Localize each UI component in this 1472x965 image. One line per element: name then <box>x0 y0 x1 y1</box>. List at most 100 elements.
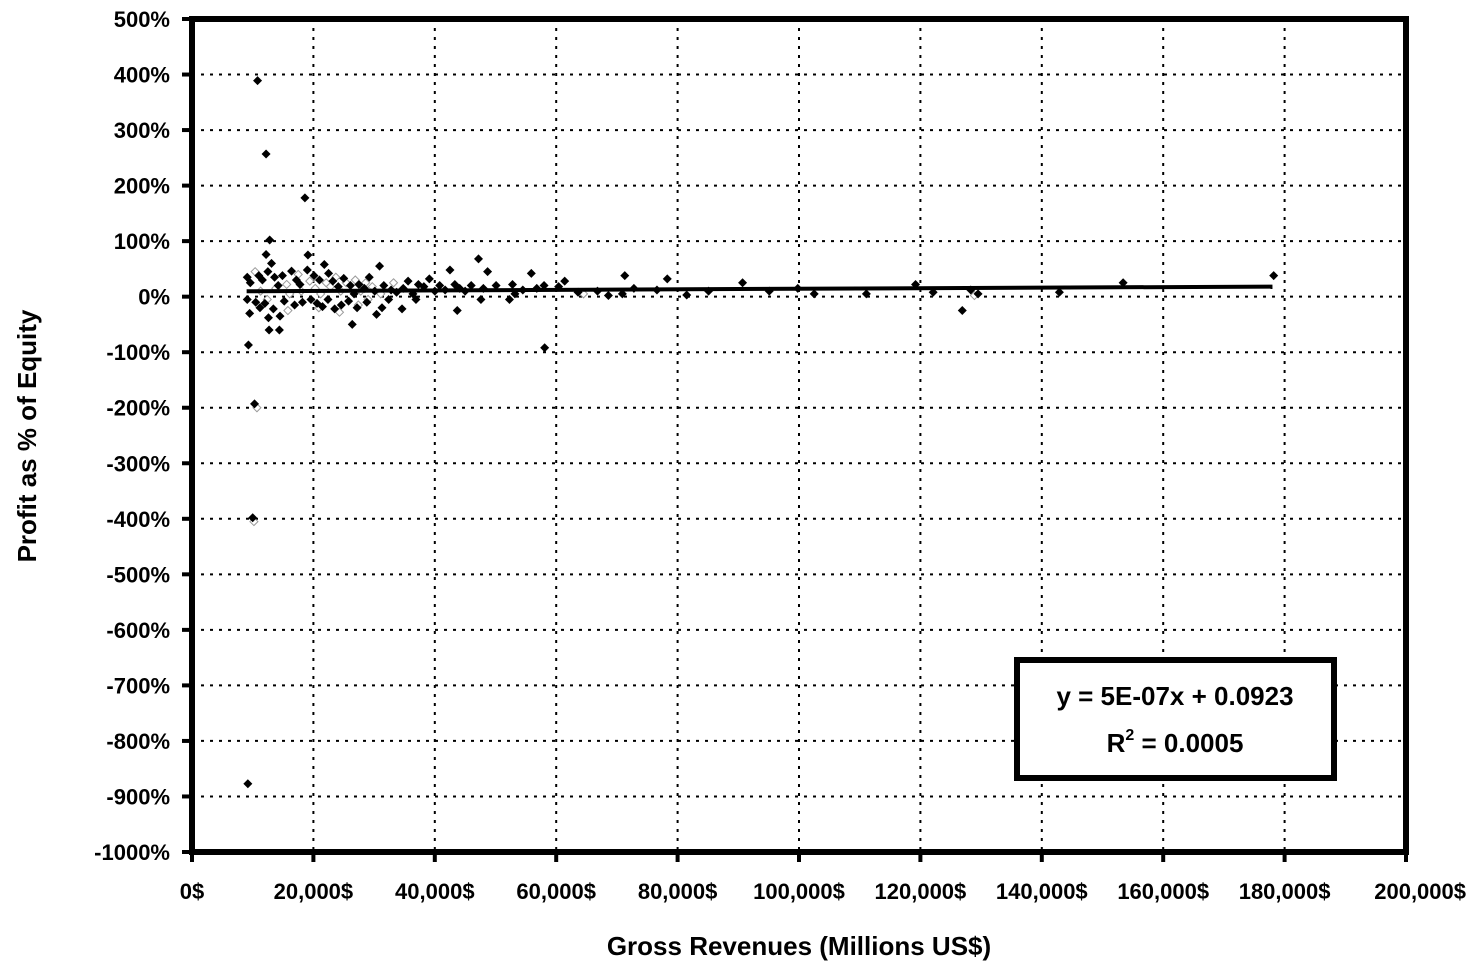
trendline-equation: y = 5E-07x + 0.0923 <box>1056 681 1293 711</box>
data-point <box>251 297 261 307</box>
data-point <box>324 268 334 278</box>
data-point <box>539 281 549 291</box>
x-tick-label: 180,000$ <box>1239 879 1331 904</box>
data-point <box>248 513 258 523</box>
data-point <box>504 294 514 304</box>
data-point <box>297 297 307 307</box>
data-point <box>279 296 289 306</box>
faint-data-point <box>305 276 315 286</box>
data-point <box>379 281 389 291</box>
r-squared-superscript: 2 <box>1125 727 1134 744</box>
data-point <box>250 399 260 409</box>
data-point <box>300 193 310 203</box>
data-point <box>362 297 372 307</box>
data-point <box>1269 271 1279 281</box>
data-point <box>328 276 338 286</box>
x-tick-label: 100,000$ <box>753 879 845 904</box>
data-point <box>295 279 305 289</box>
data-point <box>267 258 277 268</box>
data-point <box>507 279 517 289</box>
x-tick-label: 120,000$ <box>875 879 967 904</box>
data-point <box>372 309 382 319</box>
y-tick-label: -800% <box>106 729 170 754</box>
data-point <box>257 275 267 285</box>
data-point <box>303 250 313 260</box>
data-point <box>491 281 501 291</box>
data-point <box>268 304 278 314</box>
x-tick-label: 0$ <box>180 879 204 904</box>
data-point <box>255 303 265 313</box>
data-point <box>330 304 340 314</box>
data-point <box>957 306 967 316</box>
data-point <box>319 259 329 269</box>
data-point <box>354 279 364 289</box>
x-tick-label: 80,000$ <box>638 879 718 904</box>
y-tick-label: 300% <box>114 118 170 143</box>
x-tick-label: 60,000$ <box>516 879 596 904</box>
data-point <box>344 296 354 306</box>
y-tick-label: 200% <box>114 174 170 199</box>
data-point <box>466 281 476 291</box>
data-point <box>318 302 328 312</box>
y-axis-tick-labels: 500% 400% 300% 200% 100% 0% -100% -200% -300% -40… <box>94 7 192 865</box>
data-point <box>397 304 407 314</box>
data-point <box>261 149 271 159</box>
data-point <box>861 289 871 299</box>
faint-data-point <box>283 305 293 316</box>
data-point <box>973 289 983 299</box>
data-point <box>662 274 672 284</box>
trendline <box>246 284 1273 294</box>
r-squared-prefix: R <box>1107 728 1126 758</box>
y-axis-title: Profit as % of Equity <box>12 309 42 562</box>
data-point <box>620 271 630 281</box>
faint-data-point <box>388 278 399 288</box>
data-point <box>323 294 333 304</box>
data-point <box>738 278 748 288</box>
data-point <box>682 290 692 300</box>
data-point <box>1054 287 1064 297</box>
data-point <box>809 289 819 299</box>
equation-box-frame <box>1014 657 1337 781</box>
data-point <box>245 308 255 318</box>
data-point <box>270 272 280 282</box>
data-point <box>253 76 263 86</box>
data-point <box>261 249 271 259</box>
data-point <box>474 254 484 264</box>
data-point <box>526 268 536 278</box>
data-point <box>339 273 349 283</box>
data-point <box>375 261 385 271</box>
data-point <box>336 300 346 310</box>
data-point <box>377 303 387 313</box>
data-point <box>287 266 297 276</box>
x-tick-label: 20,000$ <box>274 879 354 904</box>
y-tick-label: -200% <box>106 396 170 421</box>
data-point <box>309 271 319 281</box>
y-tick-label: -900% <box>106 784 170 809</box>
data-point <box>306 294 316 304</box>
data-point <box>260 298 270 308</box>
r-squared-label: R2 = 0.0005 <box>1107 727 1244 758</box>
data-point <box>347 319 357 329</box>
data-point <box>617 289 627 299</box>
y-tick-label: -100% <box>106 340 170 365</box>
y-tick-label: 0% <box>138 285 170 310</box>
data-point <box>603 291 613 301</box>
trendline-equation-box: y = 5E-07x + 0.0923 R2 = 0.0005 <box>1014 657 1337 781</box>
data-point <box>263 267 273 277</box>
y-tick-label: 500% <box>114 7 170 32</box>
data-point <box>411 294 421 304</box>
data-point <box>435 281 445 291</box>
data-point <box>345 281 355 291</box>
data-point <box>364 272 374 282</box>
y-tick-label: -500% <box>106 562 170 587</box>
data-point <box>263 313 273 323</box>
data-point <box>424 274 434 284</box>
y-tick-label: -1000% <box>94 840 170 865</box>
data-point <box>264 325 274 335</box>
y-tick-label: -300% <box>106 451 170 476</box>
data-point <box>243 340 253 350</box>
trendline-group <box>246 284 1273 294</box>
data-point <box>277 271 287 281</box>
data-point <box>476 294 486 304</box>
